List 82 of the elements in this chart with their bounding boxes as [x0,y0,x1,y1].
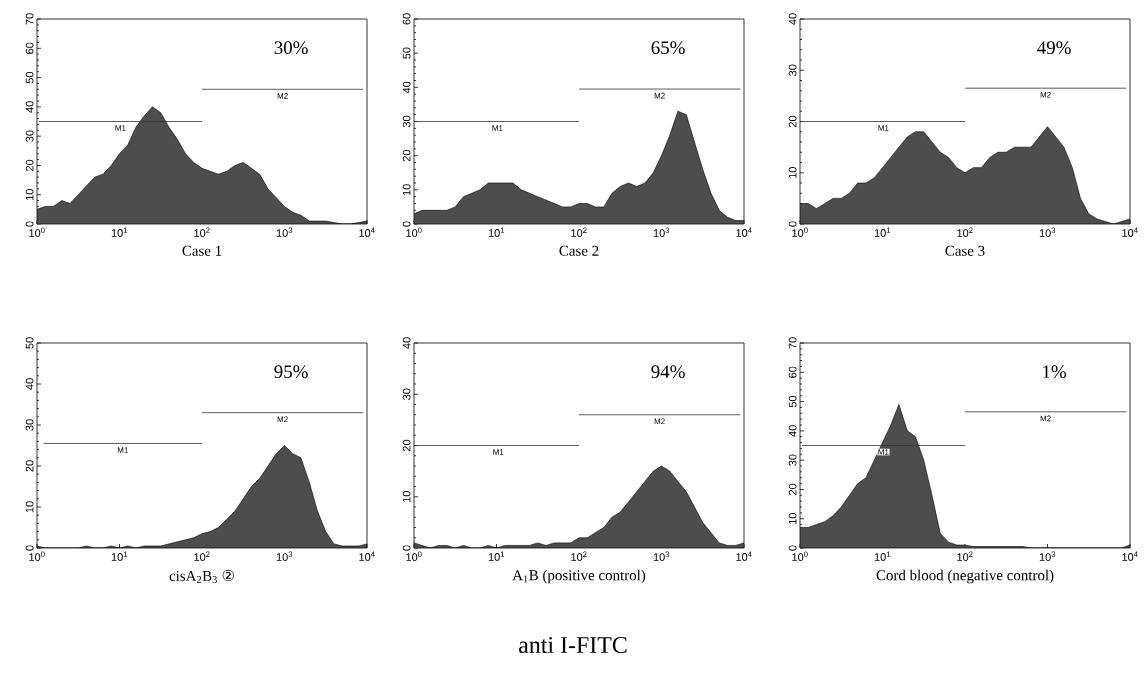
y-tick-label: 50 [25,71,34,84]
annotation: 95% [274,365,308,379]
y-tick-label: 0 [402,221,411,227]
annotation: 1% [1043,365,1067,379]
x-axis-title: Case 1 [182,245,222,256]
x-tick-label: 10$^{0}$ [792,551,808,561]
y-tick-label: 70 [25,13,34,25]
x-tick-label: 10$^{4}$ [359,227,375,237]
x-axis-title: Cord blood (negative control) [876,569,1054,584]
y-tick-label: 10 [788,167,797,179]
x-tick-label: 10$^{2}$ [194,551,210,561]
y-tick-label: 50 [402,47,411,59]
x-tick-label: 10$^{2}$ [194,227,210,237]
x-tick-label: 10$^{1}$ [488,551,505,561]
y-tick-label: 30 [402,115,411,128]
y-tick-label: 20 [25,159,34,171]
y-tick-label: 40 [788,425,797,437]
annotation: 65% [651,41,685,55]
y-tick-label: 20 [788,483,797,495]
y-tick-label: 40 [402,337,411,349]
x-tick-label: 10$^{2}$ [571,551,587,561]
y-tick-label: 20 [402,150,411,162]
x-axis-title: Case 3 [945,245,985,256]
x-tick-label: 10$^{0}$ [406,551,422,561]
annotation: 30% [274,41,308,55]
y-tick-label: 70 [788,337,797,349]
y-tick-label: 10 [25,189,34,200]
y-tick-label: 30 [788,454,797,466]
x-tick-label: 10$^{3}$ [276,227,293,237]
y-tick-label: 30 [25,419,34,431]
text: anti I-FITC [519,636,627,654]
y-tick-label: 10 [788,513,797,524]
x-tick-label: 10$^{2}$ [957,227,973,237]
y-tick-label: 40 [788,13,797,25]
y-tick-label: 60 [788,366,797,378]
y-tick-label: 0 [25,545,34,551]
x-tick-label: 10$^{1}$ [111,551,128,561]
x-tick-label: 10$^{2}$ [571,227,587,237]
x-tick-label: 10$^{3}$ [1039,551,1056,561]
x-tick-label: 10$^{4}$ [1122,551,1138,561]
annotation: 94% [651,365,685,379]
y-tick-label: 60 [402,13,411,25]
y-tick-label: 20 [402,439,411,452]
annotation: 49% [1037,41,1071,55]
y-tick-label: 20 [788,115,797,128]
x-tick-label: 10$^{0}$ [792,227,808,237]
y-tick-label: 60 [25,42,34,54]
y-tick-label: 30 [25,130,34,142]
x-tick-label: 10$^{0}$ [406,227,422,237]
y-tick-label: 40 [25,378,34,390]
y-tick-label: 0 [788,545,797,551]
x-axis-title: Case 2 [559,245,599,256]
y-tick-label: 30 [402,388,411,400]
x-tick-label: 10$^{0}$ [29,551,45,561]
x-tick-label: 10$^{3}$ [1039,227,1056,237]
y-tick-label: 40 [402,81,411,94]
x-tick-label: 10$^{2}$ [957,551,973,561]
x-tick-label: 10$^{3}$ [653,551,670,561]
y-tick-label: 50 [788,395,797,408]
y-tick-label: 50 [25,337,34,349]
y-tick-label: 30 [788,64,797,76]
x-tick-label: 10$^{1}$ [874,227,891,237]
y-tick-label: 0 [402,545,411,551]
x-tick-label: 10$^{3}$ [653,227,670,237]
y-tick-label: 0 [788,221,797,227]
x-axis-title: A$_{1}$B (positive control) [512,569,646,584]
y-tick-label: 10 [402,491,411,503]
x-tick-label: 10$^{4}$ [1122,227,1138,237]
x-tick-label: 10$^{0}$ [29,227,45,237]
y-tick-label: 40 [25,101,34,113]
x-axis-title: cisA$_{2}$B$_{3}$ ② [169,569,234,584]
y-tick-label: 10 [402,184,411,196]
y-tick-label: 10 [25,501,34,513]
x-tick-label: 10$^{4}$ [736,551,752,561]
y-tick-label: 0 [25,221,34,227]
x-tick-label: 10$^{4}$ [359,551,375,561]
x-tick-label: 10$^{4}$ [736,227,752,237]
y-tick-label: 20 [25,460,34,472]
x-tick-label: 10$^{3}$ [276,551,293,561]
x-tick-label: 10$^{1}$ [111,227,128,237]
x-tick-label: 10$^{1}$ [874,551,891,561]
x-tick-label: 10$^{1}$ [488,227,505,237]
